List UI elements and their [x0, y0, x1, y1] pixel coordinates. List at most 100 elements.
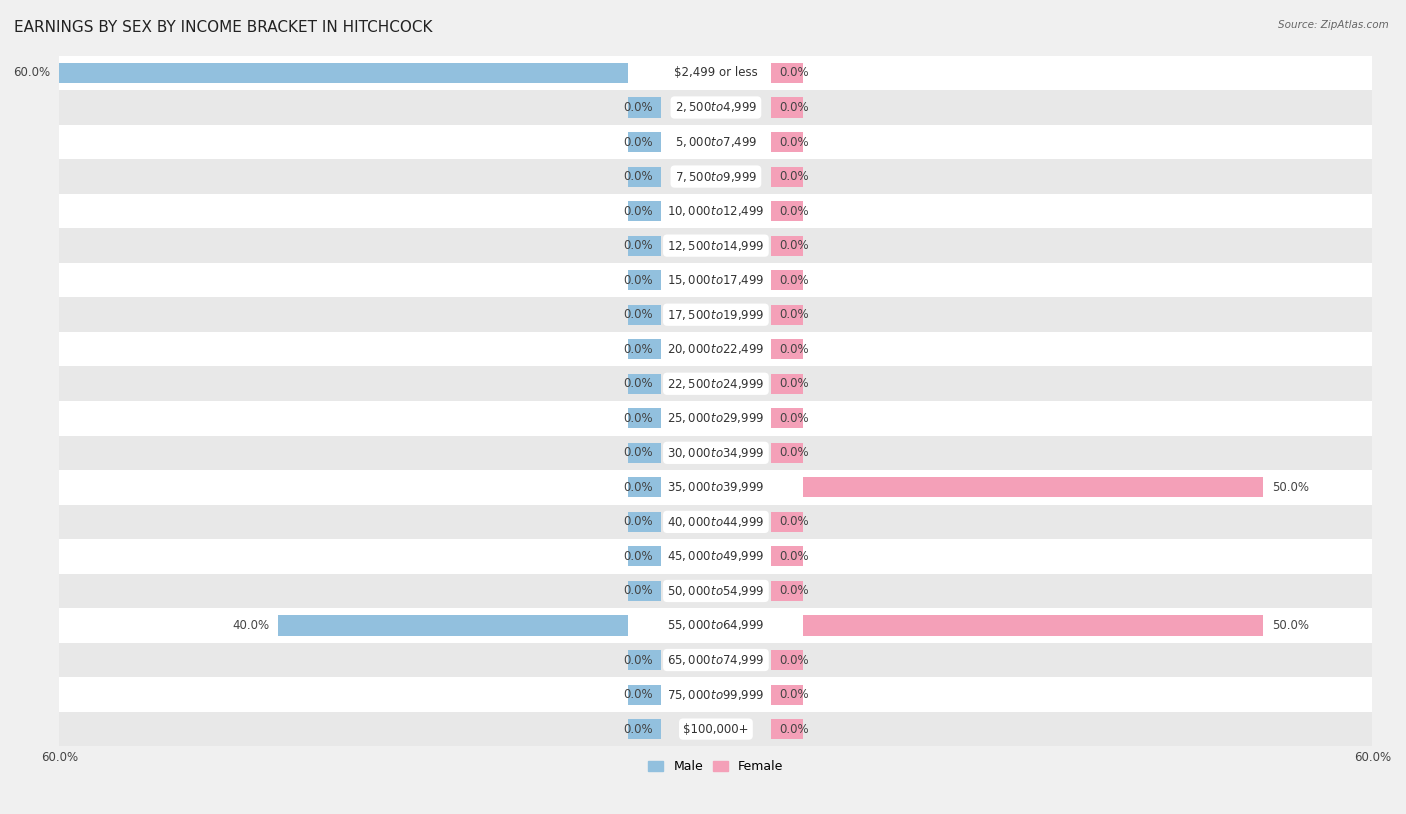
Text: 0.0%: 0.0%: [623, 481, 652, 494]
Text: 0.0%: 0.0%: [623, 412, 652, 425]
Bar: [770, 167, 803, 186]
Text: 0.0%: 0.0%: [623, 377, 652, 390]
Text: $22,500 to $24,999: $22,500 to $24,999: [668, 377, 765, 391]
Text: 0.0%: 0.0%: [623, 584, 652, 597]
Text: 40.0%: 40.0%: [232, 619, 270, 632]
Text: 0.0%: 0.0%: [779, 239, 808, 252]
Bar: [628, 546, 661, 567]
Text: $2,500 to $4,999: $2,500 to $4,999: [675, 100, 758, 115]
Text: $15,000 to $17,499: $15,000 to $17,499: [668, 274, 765, 287]
Bar: [628, 512, 661, 532]
Text: 0.0%: 0.0%: [623, 170, 652, 183]
Text: 0.0%: 0.0%: [779, 204, 808, 217]
Legend: Male, Female: Male, Female: [644, 755, 789, 778]
Text: 0.0%: 0.0%: [623, 136, 652, 148]
Bar: [770, 374, 803, 394]
Text: 0.0%: 0.0%: [623, 309, 652, 322]
Bar: [770, 339, 803, 359]
Text: 0.0%: 0.0%: [623, 446, 652, 459]
Text: 0.0%: 0.0%: [779, 446, 808, 459]
Bar: [770, 719, 803, 739]
Bar: [278, 615, 628, 636]
Text: 0.0%: 0.0%: [779, 412, 808, 425]
Bar: [59, 435, 1372, 470]
Bar: [770, 98, 803, 117]
Text: 60.0%: 60.0%: [14, 67, 51, 80]
Bar: [770, 650, 803, 670]
Text: $10,000 to $12,499: $10,000 to $12,499: [668, 204, 765, 218]
Bar: [628, 650, 661, 670]
Bar: [628, 167, 661, 186]
Text: 0.0%: 0.0%: [623, 274, 652, 287]
Bar: [628, 685, 661, 705]
Text: 50.0%: 50.0%: [1272, 619, 1309, 632]
Bar: [59, 574, 1372, 608]
Text: $55,000 to $64,999: $55,000 to $64,999: [668, 619, 765, 632]
Bar: [59, 125, 1372, 160]
Bar: [59, 63, 628, 83]
Text: $75,000 to $99,999: $75,000 to $99,999: [668, 688, 765, 702]
Bar: [628, 270, 661, 290]
Text: $100,000+: $100,000+: [683, 723, 748, 736]
Text: $50,000 to $54,999: $50,000 to $54,999: [668, 584, 765, 598]
Bar: [770, 409, 803, 428]
Bar: [59, 55, 1372, 90]
Bar: [59, 332, 1372, 366]
Text: 0.0%: 0.0%: [779, 309, 808, 322]
Bar: [59, 711, 1372, 746]
Text: $5,000 to $7,499: $5,000 to $7,499: [675, 135, 758, 149]
Text: 0.0%: 0.0%: [779, 274, 808, 287]
Text: $40,000 to $44,999: $40,000 to $44,999: [668, 515, 765, 529]
Text: 0.0%: 0.0%: [779, 723, 808, 736]
Bar: [770, 546, 803, 567]
Bar: [770, 132, 803, 152]
Text: 0.0%: 0.0%: [623, 515, 652, 528]
Bar: [770, 63, 803, 83]
Text: 0.0%: 0.0%: [623, 101, 652, 114]
Text: 0.0%: 0.0%: [779, 136, 808, 148]
Text: 0.0%: 0.0%: [779, 343, 808, 356]
Text: 0.0%: 0.0%: [779, 377, 808, 390]
Bar: [628, 304, 661, 325]
Bar: [770, 443, 803, 463]
Bar: [628, 581, 661, 601]
Text: 0.0%: 0.0%: [623, 654, 652, 667]
Text: 50.0%: 50.0%: [1272, 481, 1309, 494]
Bar: [59, 539, 1372, 574]
Bar: [59, 263, 1372, 297]
Bar: [770, 270, 803, 290]
Bar: [628, 719, 661, 739]
Bar: [59, 297, 1372, 332]
Text: $30,000 to $34,999: $30,000 to $34,999: [668, 446, 765, 460]
Bar: [770, 201, 803, 221]
Bar: [770, 685, 803, 705]
Text: 0.0%: 0.0%: [623, 723, 652, 736]
Text: $20,000 to $22,499: $20,000 to $22,499: [668, 342, 765, 357]
Text: $25,000 to $29,999: $25,000 to $29,999: [668, 411, 765, 425]
Bar: [628, 374, 661, 394]
Text: $7,500 to $9,999: $7,500 to $9,999: [675, 169, 758, 184]
Bar: [770, 512, 803, 532]
Bar: [59, 505, 1372, 539]
Text: $35,000 to $39,999: $35,000 to $39,999: [668, 480, 765, 494]
Bar: [770, 304, 803, 325]
Bar: [803, 615, 1263, 636]
Text: $45,000 to $49,999: $45,000 to $49,999: [668, 549, 765, 563]
Bar: [628, 409, 661, 428]
Text: 0.0%: 0.0%: [779, 584, 808, 597]
Bar: [59, 90, 1372, 125]
Text: 0.0%: 0.0%: [779, 515, 808, 528]
Bar: [628, 132, 661, 152]
Text: $12,500 to $14,999: $12,500 to $14,999: [668, 239, 765, 252]
Text: 0.0%: 0.0%: [779, 67, 808, 80]
Text: 0.0%: 0.0%: [623, 343, 652, 356]
Bar: [59, 160, 1372, 194]
Bar: [628, 339, 661, 359]
Bar: [59, 470, 1372, 505]
Text: $65,000 to $74,999: $65,000 to $74,999: [668, 653, 765, 667]
Bar: [59, 229, 1372, 263]
Text: $17,500 to $19,999: $17,500 to $19,999: [668, 308, 765, 322]
Bar: [59, 643, 1372, 677]
Bar: [770, 235, 803, 256]
Text: 0.0%: 0.0%: [623, 688, 652, 701]
